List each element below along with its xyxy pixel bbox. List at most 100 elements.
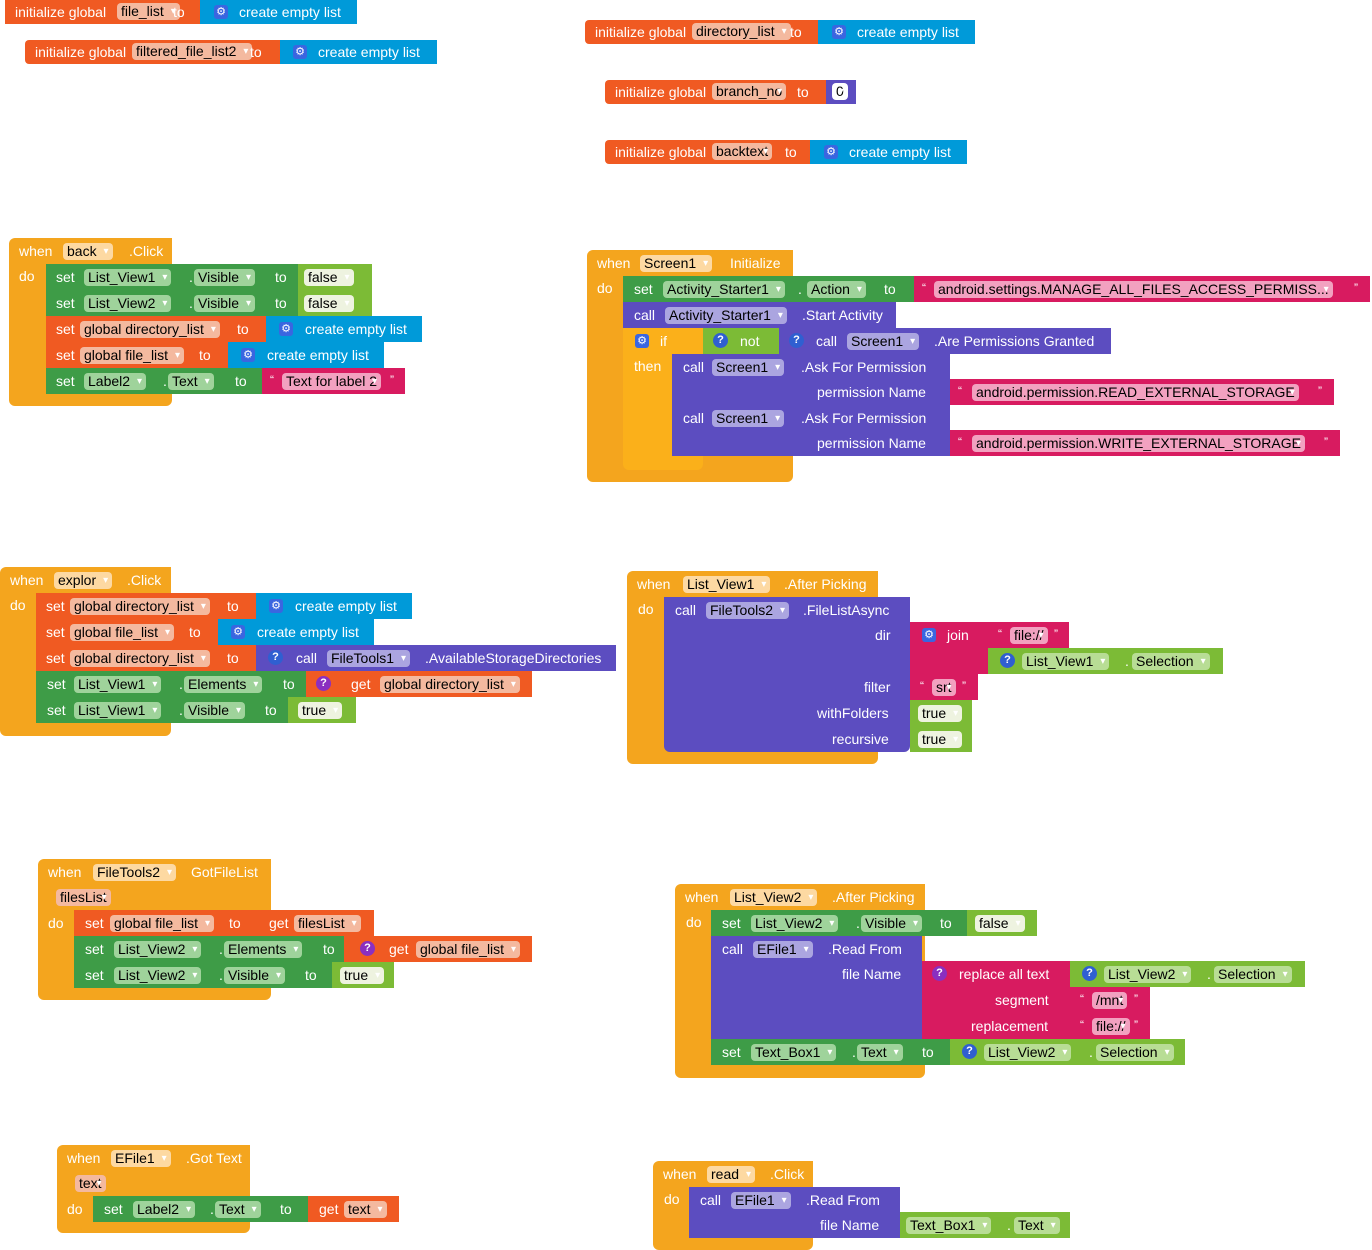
call-are-permissions-granted[interactable]: ? call Screen1 .Are Permissions Granted — [779, 328, 1111, 354]
get-global-file-list[interactable]: ? get global file_list — [344, 936, 532, 962]
text-value[interactable]: /mnt — [1092, 992, 1128, 1009]
create-empty-list-block[interactable]: ⚙ create empty list — [810, 140, 967, 164]
property-dropdown[interactable]: Visible — [194, 269, 255, 286]
init-global-backtext[interactable]: initialize global backtext to — [605, 140, 815, 164]
help-icon[interactable]: ? — [932, 966, 947, 981]
set-lv1-visible[interactable]: set List_View1 . Visible to — [46, 264, 298, 290]
var-name-directory-list[interactable]: directory_list — [692, 23, 791, 40]
set-global-file-list[interactable]: set global file_list to — [36, 619, 218, 645]
init-global-filtered-file-list2[interactable]: initialize global filtered_file_list2 to — [25, 40, 280, 64]
gear-icon[interactable]: ⚙ — [279, 322, 293, 336]
property-dropdown[interactable]: Elements — [184, 676, 263, 693]
get-textbox1-text[interactable]: Text_Box1 . Text — [900, 1212, 1070, 1238]
text-value[interactable]: android.settings.MANAGE_ALL_FILES_ACCESS… — [934, 281, 1333, 298]
component-dropdown[interactable]: FileTools2 — [706, 602, 790, 619]
text-block[interactable]: “ android.permission.WRITE_EXTERNAL_STOR… — [950, 430, 1340, 456]
variable-dropdown[interactable]: text — [344, 1201, 387, 1218]
param-fileslist[interactable]: filesList — [56, 889, 111, 906]
set-label2-text[interactable]: set Label2 . Text to — [46, 368, 262, 394]
gear-icon[interactable]: ⚙ — [635, 334, 649, 348]
component-dropdown[interactable]: List_View2 — [84, 295, 172, 312]
set-lv2-visible[interactable]: set List_View2 . Visible to — [46, 290, 298, 316]
text-value[interactable]: android.permission.WRITE_EXTERNAL_STORAG… — [972, 435, 1305, 452]
set-activity-action[interactable]: set Activity_Starter1 . Action to — [623, 276, 914, 302]
true-block[interactable]: true — [288, 697, 356, 723]
component-dropdown[interactable]: Label2 — [84, 373, 147, 390]
component-dropdown[interactable]: List_View1 — [74, 702, 162, 719]
var-name-filtered-file-list2[interactable]: filtered_file_list2 — [132, 43, 253, 60]
not-block[interactable]: ? not — [703, 328, 779, 354]
component-dropdown[interactable]: List_View1 — [74, 676, 162, 693]
property-dropdown[interactable]: Selection — [1132, 653, 1210, 670]
set-global-directory-list[interactable]: set global directory_list to — [46, 316, 266, 342]
help-icon[interactable]: ? — [789, 333, 804, 348]
create-empty-list-block[interactable]: ⚙ create empty list — [228, 342, 384, 368]
set-label2-text[interactable]: set Label2 . Text to — [93, 1196, 308, 1222]
help-icon[interactable]: ? — [360, 941, 375, 956]
variable-dropdown[interactable]: filesList — [294, 915, 361, 932]
property-dropdown[interactable]: Text — [168, 373, 214, 390]
text-block[interactable]: “ android.settings.MANAGE_ALL_FILES_ACCE… — [914, 276, 1370, 302]
component-dropdown[interactable]: List_View1 — [1022, 653, 1110, 670]
component-dropdown[interactable]: Activity_Starter1 — [663, 281, 785, 298]
help-icon[interactable]: ? — [713, 333, 728, 348]
help-icon[interactable]: ? — [1000, 653, 1015, 668]
set-lv2-visible[interactable]: set List_View2 . Visible to — [74, 962, 332, 988]
gear-icon[interactable]: ⚙ — [824, 145, 838, 159]
set-textbox1-text[interactable]: set Text_Box1 . Text to — [711, 1039, 950, 1065]
create-empty-list-block[interactable]: ⚙ create empty list — [266, 316, 422, 342]
variable-dropdown[interactable]: global file_list — [80, 347, 185, 364]
boolean-dropdown[interactable]: false — [304, 295, 354, 312]
init-global-branch-no[interactable]: initialize global branch_no to — [605, 80, 827, 104]
set-global-directory-list-call[interactable]: set global directory_list to — [36, 645, 256, 671]
component-back[interactable]: back — [63, 243, 113, 260]
boolean-dropdown[interactable]: true — [340, 967, 385, 984]
component-screen1[interactable]: Screen1 — [640, 255, 713, 272]
component-dropdown[interactable]: FileTools1 — [327, 650, 411, 667]
var-name-file-list[interactable]: file_list — [117, 3, 180, 20]
text-block[interactable]: “ file:// ” — [988, 622, 1069, 648]
create-empty-list-block[interactable]: ⚙ create empty list — [256, 593, 412, 619]
component-filetools2[interactable]: FileTools2 — [93, 864, 177, 881]
property-dropdown[interactable]: Visible — [861, 915, 922, 932]
call-start-activity[interactable]: call Activity_Starter1 .Start Activity — [623, 302, 896, 328]
variable-dropdown[interactable]: global file_list — [110, 915, 215, 932]
call-read-from[interactable]: call EFile1 .Read From file Name — [711, 936, 922, 1039]
false-block[interactable]: false — [967, 910, 1037, 936]
variable-dropdown[interactable]: global directory_list — [70, 650, 210, 667]
text-value[interactable]: file:// — [1092, 1018, 1130, 1035]
gear-icon[interactable]: ⚙ — [269, 599, 283, 613]
text-block[interactable]: “ Text for label 2 ” — [262, 368, 405, 394]
gear-icon[interactable]: ⚙ — [214, 5, 228, 19]
component-explor[interactable]: explor — [54, 572, 113, 589]
property-dropdown[interactable]: Text — [1014, 1217, 1060, 1234]
property-dropdown[interactable]: Text — [215, 1201, 261, 1218]
component-dropdown[interactable]: Screen1 — [712, 410, 785, 427]
get-lv2-selection[interactable]: ? List_View2 . Selection — [1070, 961, 1305, 987]
gear-icon[interactable]: ⚙ — [922, 628, 936, 642]
false-block[interactable]: false — [298, 264, 372, 290]
call-ask-permission-read[interactable]: call Screen1 .Ask For Permission permiss… — [672, 354, 950, 405]
property-dropdown[interactable]: Text — [857, 1044, 903, 1061]
component-dropdown[interactable]: List_View2 — [984, 1044, 1072, 1061]
component-lv2[interactable]: List_View2 — [730, 889, 818, 906]
variable-dropdown[interactable]: global directory_list — [380, 676, 520, 693]
variable-dropdown[interactable]: global file_list — [416, 941, 521, 958]
component-dropdown[interactable]: Text_Box1 — [751, 1044, 837, 1061]
gear-icon[interactable]: ⚙ — [241, 348, 255, 362]
join-block[interactable]: ⚙ join — [910, 622, 988, 674]
component-lv1[interactable]: List_View1 — [683, 576, 771, 593]
call-read-from[interactable]: call EFile1 .Read From file Name — [689, 1187, 900, 1238]
property-dropdown[interactable]: Visible — [194, 295, 255, 312]
var-name-branch-no[interactable]: branch_no — [712, 83, 787, 100]
variable-dropdown[interactable]: global directory_list — [70, 598, 210, 615]
property-dropdown[interactable]: Elements — [224, 941, 303, 958]
set-lv1-elements[interactable]: set List_View1 . Elements to — [36, 671, 306, 697]
set-global-directory-list[interactable]: set global directory_list to — [36, 593, 256, 619]
set-lv1-visible[interactable]: set List_View1 . Visible to — [36, 697, 288, 723]
property-dropdown[interactable]: Action — [807, 281, 866, 298]
true-block[interactable]: true — [910, 726, 972, 752]
true-block[interactable]: true — [910, 700, 972, 726]
property-dropdown[interactable]: Selection — [1096, 1044, 1174, 1061]
init-global-file-list[interactable]: initialize global file_list to — [5, 0, 200, 24]
